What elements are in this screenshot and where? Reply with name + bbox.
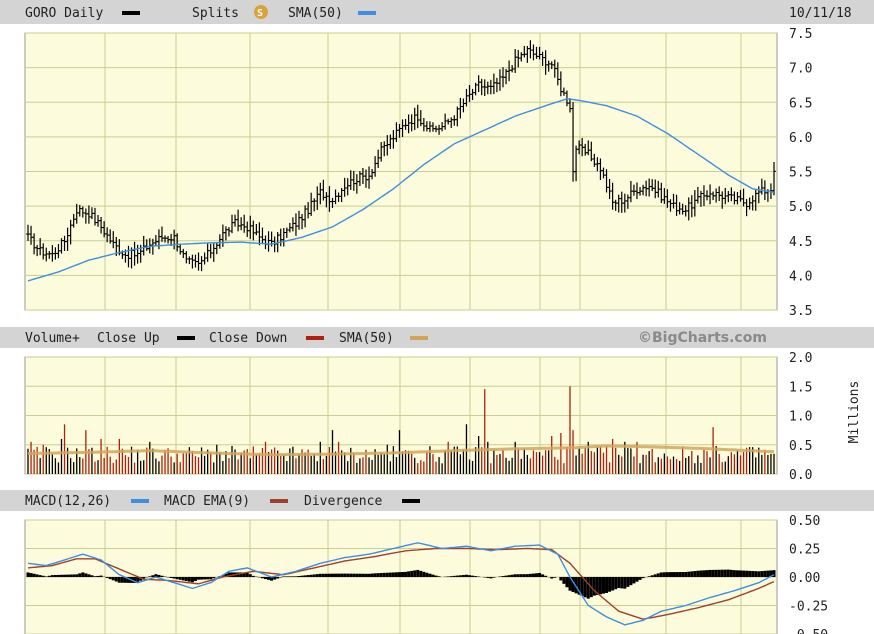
volume-label: Volume+ (25, 331, 80, 346)
macd-y-tick-label: -0.25 (789, 600, 828, 615)
macd-label: MACD(12,26) (25, 494, 111, 509)
macd-swatch (131, 499, 149, 503)
price-y-tick-label: 3.5 (789, 304, 812, 319)
sma-legend-swatch (358, 11, 376, 15)
volume-y-tick-label: 0.5 (789, 439, 812, 454)
volume-y-tick-label: 1.5 (789, 380, 812, 395)
macd-header-bar (0, 490, 874, 511)
price-sma-line (27, 98, 775, 282)
divergence-label: Divergence (304, 494, 382, 509)
price-legend-swatch (122, 11, 140, 15)
price-y-tick-label: 5.0 (789, 200, 812, 215)
price-y-tick-label: 4.5 (789, 235, 812, 250)
price-y-tick-label: 5.5 (789, 166, 812, 181)
close-down-swatch (306, 336, 324, 340)
close-down-label: Close Down (209, 331, 287, 346)
volume-y-tick-label: 2.0 (789, 351, 812, 366)
macd-ema-label: MACD EMA(9) (164, 494, 250, 509)
price-y-tick-label: 6.5 (789, 96, 812, 111)
symbol-label: GORO Daily (25, 6, 103, 21)
splits-icon-letter: S (257, 8, 263, 19)
divergence-swatch (402, 499, 420, 503)
price-y-tick-label: 6.0 (789, 131, 812, 146)
close-up-label: Close Up (97, 331, 160, 346)
sma-label: SMA(50) (288, 6, 343, 21)
volume-sma-label: SMA(50) (339, 331, 394, 346)
chart-date: 10/11/18 (789, 6, 852, 21)
macd-y-tick-label: 0.25 (789, 543, 820, 558)
macd-y-tick-label: 0.00 (789, 571, 820, 586)
splits-icon (254, 5, 268, 19)
price-y-tick-label: 4.0 (789, 269, 812, 284)
price-y-tick-label: 7.0 (789, 62, 812, 77)
volume-sma-swatch (410, 336, 428, 340)
volume-header-bar (0, 327, 874, 348)
macd-ema-line (27, 547, 775, 620)
close-up-swatch (177, 336, 195, 340)
watermark: ©BigCharts.com (638, 330, 767, 346)
volume-sma-line (28, 444, 775, 457)
price-y-tick-label: 7.5 (789, 27, 812, 42)
volume-y-tick-label: 0.0 (789, 468, 812, 483)
price-header-bar (0, 0, 874, 24)
macd-ema-swatch (270, 499, 288, 503)
macd-y-tick-label: 0.50 (789, 514, 820, 529)
volume-axis-title: Millions (847, 381, 862, 444)
splits-label: Splits (192, 6, 239, 21)
volume-y-tick-label: 1.0 (789, 410, 812, 425)
macd-y-tick-label: -0.50 (789, 628, 828, 634)
macd-line (27, 542, 775, 626)
